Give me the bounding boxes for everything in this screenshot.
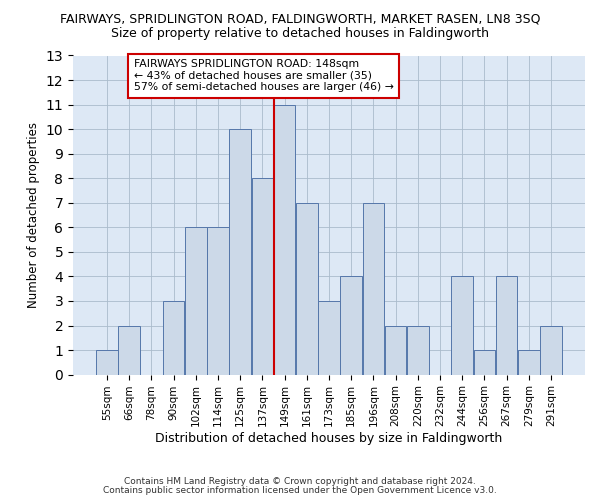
Bar [385, 326, 406, 374]
Bar [540, 326, 562, 374]
Bar [518, 350, 539, 374]
Bar [451, 276, 473, 374]
Bar [96, 350, 118, 374]
Bar [407, 326, 428, 374]
Text: Size of property relative to detached houses in Faldingworth: Size of property relative to detached ho… [111, 28, 489, 40]
X-axis label: Distribution of detached houses by size in Faldingworth: Distribution of detached houses by size … [155, 432, 503, 445]
Text: FAIRWAYS SPRIDLINGTON ROAD: 148sqm
← 43% of detached houses are smaller (35)
57%: FAIRWAYS SPRIDLINGTON ROAD: 148sqm ← 43%… [134, 59, 394, 92]
Text: Contains HM Land Registry data © Crown copyright and database right 2024.: Contains HM Land Registry data © Crown c… [124, 477, 476, 486]
Bar [118, 326, 140, 374]
Bar [340, 276, 362, 374]
Bar [207, 228, 229, 374]
Bar [362, 203, 384, 374]
Bar [318, 301, 340, 374]
Bar [473, 350, 495, 374]
Text: FAIRWAYS, SPRIDLINGTON ROAD, FALDINGWORTH, MARKET RASEN, LN8 3SQ: FAIRWAYS, SPRIDLINGTON ROAD, FALDINGWORT… [60, 12, 540, 26]
Text: Contains public sector information licensed under the Open Government Licence v3: Contains public sector information licen… [103, 486, 497, 495]
Bar [496, 276, 517, 374]
Bar [251, 178, 273, 374]
Bar [229, 129, 251, 374]
Bar [296, 203, 317, 374]
Bar [185, 228, 206, 374]
Bar [274, 104, 295, 374]
Bar [163, 301, 184, 374]
Y-axis label: Number of detached properties: Number of detached properties [27, 122, 40, 308]
